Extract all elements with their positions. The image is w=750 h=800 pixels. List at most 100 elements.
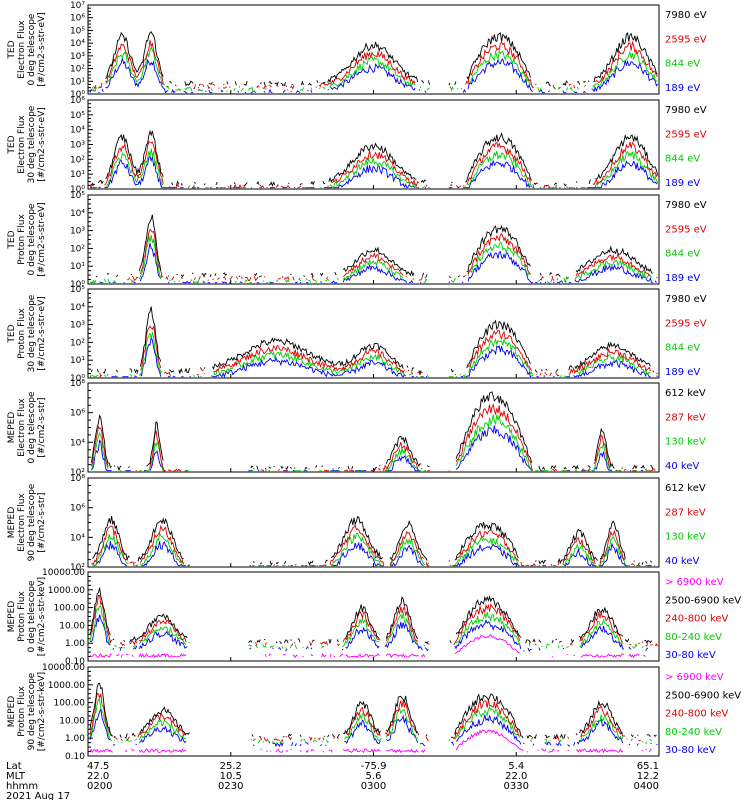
- legend-entry: 844 eV: [665, 249, 700, 260]
- x-tick-lat-label: -75.9: [361, 761, 387, 772]
- series-trace: [89, 729, 652, 754]
- plot-frame: [87, 194, 660, 285]
- y-tick-label: 10⁸: [70, 379, 85, 389]
- y-axis-label-line: Proton Flux: [17, 591, 27, 642]
- y-tick-label: 10⁰: [70, 280, 85, 290]
- y-tick-label: 10²: [70, 468, 85, 478]
- y-tick-label: 10⁵: [70, 285, 85, 295]
- y-axis-label-line: [#/cm2-s-str-keV]: [37, 577, 47, 656]
- legend-entry: 189 eV: [665, 273, 700, 284]
- y-axis-label-line: Electron Flux: [17, 398, 27, 457]
- legend-entry: 2595 eV: [665, 318, 707, 329]
- y-tick-label: 0.10: [65, 752, 85, 762]
- series-trace: [90, 148, 658, 189]
- y-axis-label-line: TED: [7, 135, 17, 154]
- plot-frame: [87, 99, 660, 190]
- chart-panel-5: 10² 10⁴ 10⁶ 10⁸ MEPED Electron Flux 0 deg tele…: [7, 379, 706, 478]
- series-trace: [91, 425, 657, 470]
- plot-frame: [87, 382, 660, 473]
- chart-panel-8: 0.10 1.00 10.00 100.00 1000.00 10000.00 MEPED P…: [7, 663, 741, 762]
- y-axis-label-line: Proton Flux: [17, 686, 27, 737]
- y-tick-label: 1.00: [65, 639, 85, 649]
- y-axis-label-line: MEPED: [7, 412, 17, 444]
- y-tick-label: 10⁸: [70, 474, 85, 484]
- y-tick-label: 10⁴: [70, 303, 85, 313]
- legend-entry: 844 eV: [665, 343, 700, 354]
- x-tick-mlt-label: 5.6: [366, 771, 382, 782]
- y-axis-label-line: 0 deg telescope: [27, 580, 37, 652]
- chart-panel-2: 10⁰ 10¹ 10² 10³ 10⁴ 10⁵ 10⁶ TED Electron Flux 30 …: [7, 96, 707, 195]
- x-tick-hhmm-label: 0230: [218, 781, 243, 792]
- x-tick-lat-label: 5.4: [508, 761, 524, 772]
- plot-frame: [87, 666, 660, 757]
- series-trace: [89, 58, 658, 94]
- legend-entry: 2595 eV: [665, 224, 707, 235]
- legend-entry: 844 eV: [665, 154, 700, 165]
- y-tick-label: 10⁴: [70, 39, 85, 49]
- y-tick-label: 0.10: [65, 657, 85, 667]
- x-tick-lat-label: 47.5: [87, 761, 109, 772]
- y-tick-label: 10⁶: [70, 504, 85, 514]
- y-tick-label: 10²: [70, 155, 85, 165]
- x-axis-block: Lat MLT hhmm 2021 Aug 17 47.522.0020025.…: [6, 761, 659, 800]
- y-axis-label-line: MEPED: [7, 507, 17, 539]
- legend-entry: 287 keV: [665, 412, 706, 423]
- plot-frame: [87, 571, 660, 662]
- y-tick-label: 10⁷: [70, 1, 85, 11]
- series-trace: [89, 605, 658, 649]
- y-tick-label: 10⁴: [70, 438, 85, 448]
- y-tick-label: 10⁰: [70, 185, 85, 195]
- y-tick-label: 10⁶: [70, 14, 85, 24]
- y-axis-label-line: [#/cm2-s-str]: [37, 492, 47, 552]
- y-tick-label: 10³: [70, 141, 85, 151]
- legend-entry: 30-80 keV: [665, 650, 716, 661]
- y-tick-label: 10⁵: [70, 191, 85, 201]
- legend-entry: 844 eV: [665, 59, 700, 70]
- series-trace: [90, 635, 654, 658]
- y-tick-label: 1.00: [65, 734, 85, 744]
- legend-entry: 7980 eV: [665, 105, 707, 116]
- y-axis-label-line: 30 deg telescope: [27, 105, 37, 183]
- y-tick-label: 10⁰: [70, 374, 85, 384]
- series-trace: [127, 228, 658, 282]
- y-axis-label-line: TED: [7, 230, 17, 249]
- legend-entry: 240-800 keV: [665, 709, 729, 720]
- xaxis-row-label-hhmm: hhmm: [6, 781, 38, 792]
- y-axis-label-line: 0 deg telescope: [27, 13, 37, 85]
- y-tick-label: 10000.00: [42, 663, 85, 673]
- y-tick-label: 10²: [70, 338, 85, 348]
- legend-entry: 80-240 keV: [665, 632, 722, 643]
- xaxis-row-label-mlt: MLT: [6, 771, 26, 782]
- y-tick-label: 10⁴: [70, 126, 85, 136]
- y-axis-label-line: [#/cm2-s-str-eV]: [37, 12, 47, 87]
- y-tick-label: 10⁶: [70, 409, 85, 419]
- y-tick-label: 10²: [70, 244, 85, 254]
- y-axis-label-line: 90 deg telescope: [27, 672, 37, 750]
- y-tick-label: 10⁵: [70, 111, 85, 121]
- legend-entry: 40 keV: [665, 556, 699, 567]
- y-tick-label: 10¹: [70, 77, 85, 87]
- chart-panel-1: 10⁰ 10¹ 10² 10³ 10⁴ 10⁵ 10⁶ 10⁷ TED Electron Flux…: [7, 1, 707, 100]
- x-tick-lat-label: 25.2: [220, 761, 242, 772]
- y-axis-label-line: Electron Flux: [17, 115, 27, 174]
- legend-entry: 30-80 keV: [665, 745, 716, 756]
- legend-entry: 189 eV: [665, 367, 700, 378]
- y-tick-label: 10¹: [70, 170, 85, 180]
- y-tick-label: 10⁴: [70, 209, 85, 219]
- y-tick-label: 10⁰: [70, 90, 85, 100]
- y-axis-label-line: [#/cm2-s-str-eV]: [37, 107, 47, 182]
- legend-entry: > 6900 keV: [665, 672, 724, 683]
- series-trace: [90, 129, 659, 188]
- legend-entry: 7980 eV: [665, 200, 707, 211]
- series-trace: [93, 541, 652, 567]
- legend-entry: 2595 eV: [665, 129, 707, 140]
- y-axis-label-line: 90 deg telescope: [27, 483, 37, 561]
- series-trace: [89, 707, 658, 748]
- x-tick-mlt-label: 22.0: [505, 771, 527, 782]
- chart-panel-7: 0.10 1.00 10.00 100.00 1000.00 10000.00 MEPED P…: [7, 568, 741, 667]
- x-tick-mlt-label: 12.2: [637, 771, 659, 782]
- y-axis-label-line: TED: [7, 40, 17, 59]
- legend-entry: 189 eV: [665, 83, 700, 94]
- legend-entry: 189 eV: [665, 178, 700, 189]
- y-tick-label: 10⁶: [70, 96, 85, 106]
